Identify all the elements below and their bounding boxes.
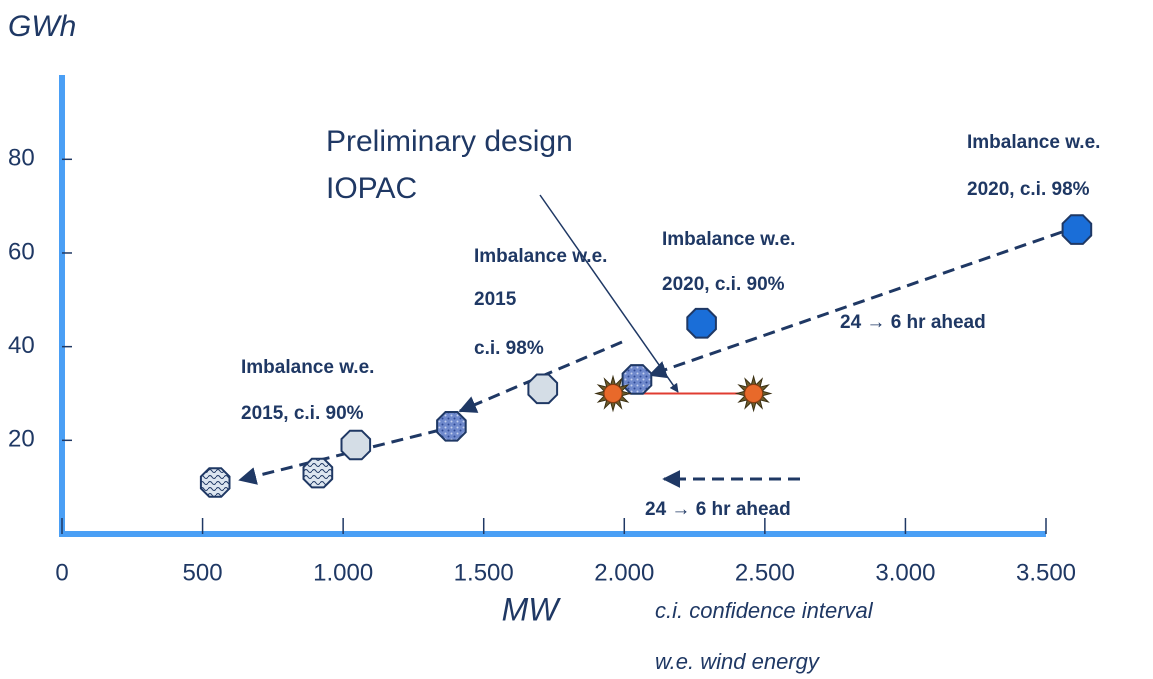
y-tick-label: 40: [8, 332, 35, 359]
y-tick-label: 20: [8, 426, 35, 453]
annotation: 24 → 6 hr ahead: [645, 499, 791, 520]
point: [340, 429, 372, 461]
point: [621, 364, 653, 395]
annotation: Imbalance w.e.: [241, 357, 374, 378]
annotation: Preliminary design: [326, 125, 573, 158]
point: [527, 373, 559, 405]
annotation: 24 → 6 hr ahead: [840, 312, 986, 333]
annotation: 2015, c.i. 90%: [241, 403, 364, 424]
sun-marker: [734, 374, 773, 413]
annotation: IOPAC: [326, 172, 417, 205]
x-tick-label: 0: [55, 559, 68, 586]
annotation: c.i. 98%: [474, 338, 544, 359]
point: [1061, 214, 1093, 245]
annotation: Imbalance w.e.: [474, 246, 607, 267]
annotation: Imbalance w.e.: [662, 229, 795, 250]
x-tick-label: 1.000: [313, 559, 373, 586]
x-axis-label: MW: [502, 591, 562, 627]
trend-arrow: [648, 230, 1063, 379]
sun-marker: [594, 374, 632, 413]
annotation: 2020, c.i. 98%: [967, 179, 1090, 200]
point: [686, 307, 717, 339]
annotation: 2015: [474, 289, 517, 310]
annotation: 2020, c.i. 90%: [662, 274, 785, 295]
y-axis-label: GWh: [8, 10, 76, 43]
sun-core: [744, 383, 764, 403]
point: [199, 467, 231, 498]
annotation: Imbalance w.e.: [967, 132, 1100, 153]
x-tick-label: 3.500: [1016, 559, 1076, 586]
x-tick-label: 2.500: [735, 559, 795, 586]
x-tick-label: 500: [183, 559, 223, 586]
point: [436, 411, 467, 442]
sun-core: [603, 383, 623, 403]
y-tick-label: 80: [8, 145, 35, 172]
note: w.e. wind energy: [655, 649, 821, 674]
note: c.i. confidence interval: [655, 598, 874, 623]
point: [302, 457, 334, 489]
y-tick-label: 60: [8, 238, 35, 265]
x-tick-label: 1.500: [454, 559, 514, 586]
trend-arrow: [238, 428, 441, 485]
x-tick-label: 3.000: [875, 559, 935, 586]
pointer-arrow: [539, 194, 679, 393]
x-tick-label: 2.000: [594, 559, 654, 586]
trend-arrow: [458, 340, 623, 413]
